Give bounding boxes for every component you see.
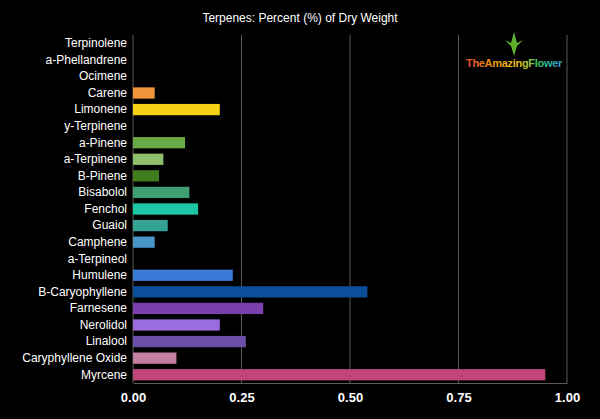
bar (133, 104, 220, 115)
x-tick-label: 0.50 (338, 390, 363, 405)
y-tick-label: B-Caryophyllene (38, 285, 127, 299)
bars (133, 87, 545, 380)
y-tick: a-Phellandrene (46, 53, 128, 67)
grid-line (567, 35, 568, 383)
bar (133, 220, 168, 231)
y-tick-label: a-Terpineol (68, 252, 127, 266)
y-tick-label: Linalool (86, 334, 127, 348)
bar (133, 54, 134, 65)
bar (133, 170, 159, 181)
y-tick: Myrcene (81, 368, 127, 382)
bar (133, 154, 163, 165)
bar (133, 121, 134, 132)
background (0, 0, 600, 419)
x-axis: 0.00 0.25 0.50 0.75 1.00 (121, 383, 580, 405)
y-tick-label: Carene (88, 86, 128, 100)
y-tick-label: Myrcene (81, 368, 127, 382)
y-tick-label: y-Terpinene (64, 119, 127, 133)
y-axis: Terpinolene a-Phellandrene Ocimene Carene Li… (22, 36, 127, 381)
x-tick-label: 0.00 (121, 390, 146, 405)
y-tick: Linalool (86, 334, 127, 348)
x-tick: 0.25 (229, 383, 254, 405)
title: Terpenes: Percent (%) of Dry Weight (202, 11, 398, 25)
bar (133, 87, 155, 98)
y-tick: Nerolidol (80, 318, 127, 332)
y-tick: a-Pinene (79, 136, 127, 150)
y-tick-label: a-Terpinene (64, 152, 128, 166)
y-tick: a-Terpineol (68, 252, 127, 266)
bar (133, 187, 189, 198)
bar (133, 336, 246, 347)
x-tick: 1.00 (555, 383, 580, 405)
y-tick-label: a-Phellandrene (46, 53, 128, 67)
annotation: TheAmazingFlower (466, 57, 563, 69)
bar (133, 137, 185, 148)
y-tick: Humulene (72, 268, 127, 282)
y-tick-label: Bisabolol (78, 185, 127, 199)
logo: TheAmazingFlower (466, 32, 563, 69)
grid-line (350, 35, 351, 383)
y-tick: Guaiol (92, 218, 127, 232)
bar (133, 319, 220, 330)
grid (133, 35, 567, 383)
x-tick: 0.00 (121, 383, 146, 405)
x-tick-label: 0.75 (446, 390, 471, 405)
x-tick-label: 1.00 (555, 390, 580, 405)
y-tick-label: Caryphyllene Oxide (22, 351, 127, 365)
bar (133, 353, 176, 364)
y-tick: Carene (88, 86, 128, 100)
grid-line (241, 35, 242, 383)
y-tick: B-Pinene (78, 169, 128, 183)
bar (133, 303, 263, 314)
bar (133, 237, 155, 248)
y-tick-label: Ocimene (79, 69, 127, 83)
y-tick-label: Guaiol (92, 218, 127, 232)
y-tick: y-Terpinene (64, 119, 127, 133)
y-tick-label: Limonene (74, 102, 127, 116)
y-tick-label: Humulene (72, 268, 127, 282)
bar (133, 38, 134, 49)
x-tick: 0.75 (446, 383, 471, 405)
bar (133, 71, 134, 82)
x-axis-line (134, 383, 568, 384)
y-tick: Caryphyllene Oxide (22, 351, 127, 365)
y-tick-label: Farnesene (70, 301, 128, 315)
y-tick: B-Caryophyllene (38, 285, 127, 299)
y-tick-label: Nerolidol (80, 318, 127, 332)
y-tick-label: B-Pinene (78, 169, 128, 183)
y-tick-label: Camphene (68, 235, 127, 249)
y-tick: Limonene (74, 102, 127, 116)
y-tick-label: Terpinolene (65, 36, 127, 50)
bar (133, 270, 233, 281)
plot: 0.00 0.25 0.50 0.75 1.00 Terpinolene a-Phellan… (22, 35, 580, 405)
bar (133, 253, 134, 264)
bar (133, 286, 367, 297)
x-tick: 0.50 (338, 383, 363, 405)
bar (133, 203, 198, 214)
y-tick: Bisabolol (78, 185, 127, 199)
logo-leaf (505, 32, 523, 56)
y-tick: Terpinolene (65, 36, 127, 50)
grid-line (458, 35, 459, 383)
y-tick: Ocimene (79, 69, 127, 83)
y-tick: Farnesene (70, 301, 128, 315)
chart: 0.00 0.25 0.50 0.75 1.00 Terpinolene a-Phellan… (0, 0, 600, 419)
y-tick: a-Terpinene (64, 152, 128, 166)
y-tick: Camphene (68, 235, 127, 249)
y-tick-label: Fenchol (84, 202, 127, 216)
x-tick-label: 0.25 (229, 390, 254, 405)
y-tick-label: a-Pinene (79, 136, 127, 150)
bar (133, 369, 545, 380)
y-tick: Fenchol (84, 202, 127, 216)
